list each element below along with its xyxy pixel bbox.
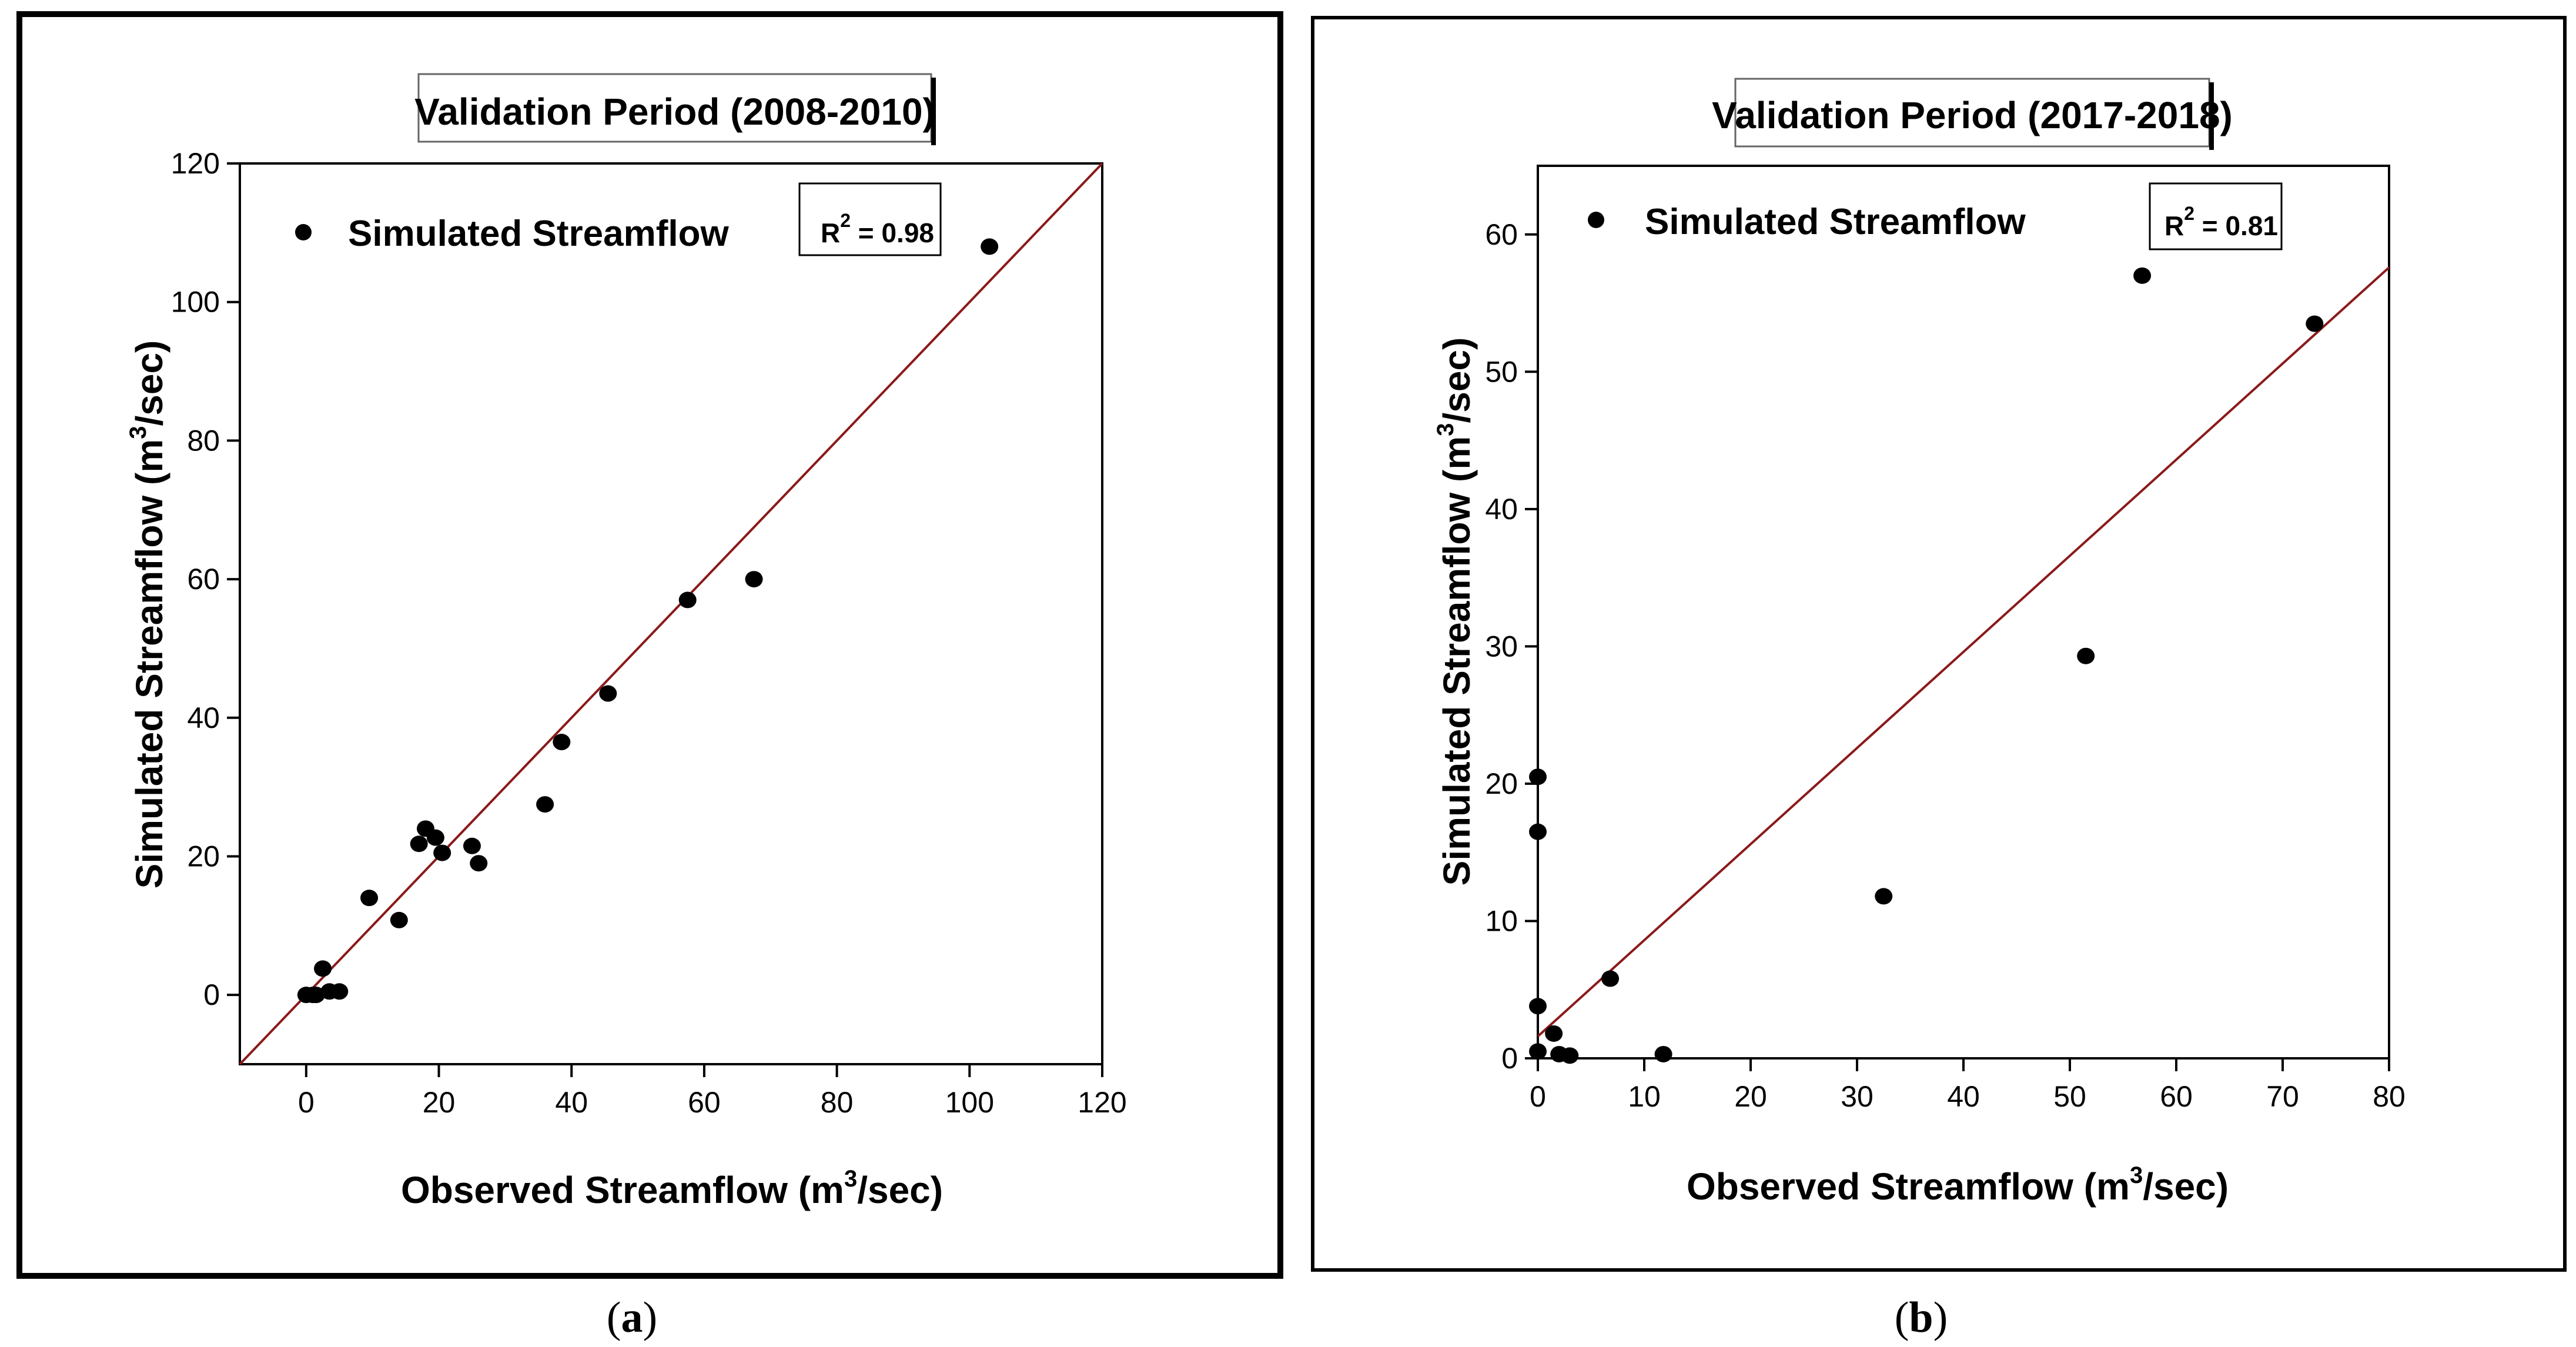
panel-a-x-tick-label: 20 (423, 1086, 456, 1119)
panel-b-x-axis-label: Observed Streamflow (m3/sec) (1687, 1162, 2229, 1208)
panel-a-y-tick-label: 60 (187, 563, 220, 596)
panel-a-y-tick-label: 120 (171, 147, 220, 180)
panel-a-legend-marker (295, 224, 312, 240)
panel-a-x-axis-label: Observed Streamflow (m3/sec) (401, 1166, 943, 1211)
panel-a-x-tick-label: 60 (688, 1086, 721, 1119)
panel-b-data-point (1529, 1043, 1547, 1060)
panel-b-points (1529, 267, 2324, 1064)
panel-a: Validation Period (2008-2010) 0 20 40 60 80 1… (16, 11, 1283, 1279)
panel-a-data-point (599, 685, 617, 702)
panel-b-x-tick-label: 50 (2053, 1080, 2086, 1113)
panel-a-data-point (307, 987, 325, 1004)
panel-a-legend: Simulated Streamflow (295, 213, 729, 254)
panel-a-title-border (417, 73, 932, 143)
panel-b-data-point (2077, 647, 2095, 664)
panel-a-data-point (314, 960, 332, 977)
panel-a-y-tick-label: 0 (203, 978, 220, 1011)
panel-b-r2-text: R2 = 0.81 (2164, 203, 2278, 241)
panel-b-data-point (1529, 823, 1547, 840)
panel-a-data-point (433, 844, 451, 861)
panel-a-ticks: 0 20 40 60 80 100 120 0 20 40 60 80 100 120 (171, 147, 1127, 1119)
panel-a-data-point (536, 796, 554, 813)
panel-b-r2-border (2149, 182, 2283, 250)
panel-b-data-point (1654, 1045, 1672, 1062)
panel-a-data-point (390, 911, 408, 928)
panel-b-y-tick-label: 50 (1485, 355, 1518, 388)
panel-b-data-point (1601, 970, 1620, 987)
panel-b-x-tick-label: 30 (1841, 1080, 1874, 1113)
panel-a-plot-area (239, 162, 1103, 1065)
panel-a-y-tick-label: 40 (187, 701, 220, 734)
panel-b-data-point (2306, 315, 2324, 332)
panel-b-ticks: 0 10 20 30 40 50 60 70 80 0 10 20 30 40 50 60 (1485, 218, 2405, 1113)
panel-a-data-point (553, 734, 571, 751)
panel-b-y-tick-label: 0 (1501, 1042, 1518, 1075)
panel-b-x-tick-label: 0 (1530, 1080, 1546, 1113)
panel-b-y-tick-label: 10 (1485, 904, 1518, 937)
panel-a-title: Validation Period (2008-2010) (414, 91, 935, 133)
panel-a-data-point (470, 855, 488, 872)
panel-a-points (297, 238, 999, 1004)
panel-b-title-shadow (2209, 82, 2214, 150)
panel-b-y-tick-label: 20 (1485, 767, 1518, 800)
panel-b-title: Validation Period (2017-2018) (1712, 94, 2233, 136)
panel-b-x-tick-label: 40 (1947, 1080, 1980, 1113)
panel-b-x-tick-label: 60 (2160, 1080, 2193, 1113)
panel-a-x-tick-label: 100 (945, 1086, 994, 1119)
panel-a-data-point (410, 835, 428, 853)
panel-a-r2-border (798, 182, 942, 256)
panel-b-data-point (2133, 267, 2152, 284)
panel-b-legend-marker (1588, 212, 1604, 228)
panel-a-x-tick-label: 40 (555, 1086, 588, 1119)
panel-b-y-tick-label: 30 (1485, 630, 1518, 663)
panel-a-data-point (330, 983, 349, 1000)
panel-a-data-point (745, 571, 763, 588)
panel-a-y-tick-label: 100 (171, 286, 220, 319)
panel-b-data-point (1529, 768, 1547, 786)
panel-b-fit-line (1537, 266, 2390, 1038)
panel-a-data-point (463, 837, 481, 854)
panel-b-x-tick-label: 20 (1734, 1080, 1767, 1113)
panel-a-caption: (a) (607, 1293, 657, 1342)
panel-b-r2-box: R2 = 0.81 (2149, 182, 2283, 250)
panel-b-plot-area (1537, 165, 2390, 1059)
panel-b-x-tick-label: 70 (2266, 1080, 2299, 1113)
panel-a-y-tick-label: 80 (187, 424, 220, 457)
panel-b-title-border (1734, 78, 2210, 148)
panel-a-y-tick-label: 20 (187, 840, 220, 873)
panel-a-data-point (426, 829, 444, 846)
panel-b-legend: Simulated Streamflow (1588, 202, 2026, 242)
panel-b-y-tick-label: 40 (1485, 493, 1518, 526)
panel-b-x-tick-label: 80 (2373, 1080, 2406, 1113)
panel-b-data-point (1529, 998, 1547, 1015)
panel-a-title-box: Validation Period (2008-2010) (414, 73, 936, 145)
panel-a-fit-line (239, 162, 1103, 1065)
panel-a-title-shadow (931, 78, 936, 145)
panel-a-r2-text: R2 = 0.98 (821, 210, 934, 248)
panel-b-frame (1311, 16, 2567, 1272)
panel-b-data-point (1875, 888, 1893, 905)
panel-b-caption: (b) (1895, 1293, 1948, 1342)
panel-a-data-point (360, 890, 379, 907)
panel-a-x-tick-label: 80 (821, 1086, 854, 1119)
panel-b-title-box: Validation Period (2017-2018) (1712, 78, 2233, 150)
panel-a-x-tick-label: 120 (1078, 1086, 1126, 1119)
panel-a-legend-label: Simulated Streamflow (348, 213, 729, 254)
panel-a-frame (16, 11, 1283, 1279)
panel-a-x-tick-label: 0 (298, 1086, 315, 1119)
panel-a-y-axis-label: Simulated Streamflow (m3/sec) (125, 340, 170, 889)
panel-b-y-tick-label: 60 (1485, 218, 1518, 251)
panel-a-data-point (678, 591, 697, 609)
panel-b-x-tick-label: 10 (1628, 1080, 1661, 1113)
panel-b-legend-label: Simulated Streamflow (1645, 202, 2026, 242)
panel-b-data-point (1545, 1025, 1563, 1042)
panel-b-y-axis-label: Simulated Streamflow (m3/sec) (1433, 337, 1478, 886)
panel-a-data-point (981, 238, 999, 255)
panel-b-data-point (1561, 1047, 1579, 1064)
panel-a-r2-box: R2 = 0.98 (798, 182, 942, 256)
panel-b: Validation Period (2017-2018) 0 10 20 30 40 5… (1311, 16, 2567, 1272)
